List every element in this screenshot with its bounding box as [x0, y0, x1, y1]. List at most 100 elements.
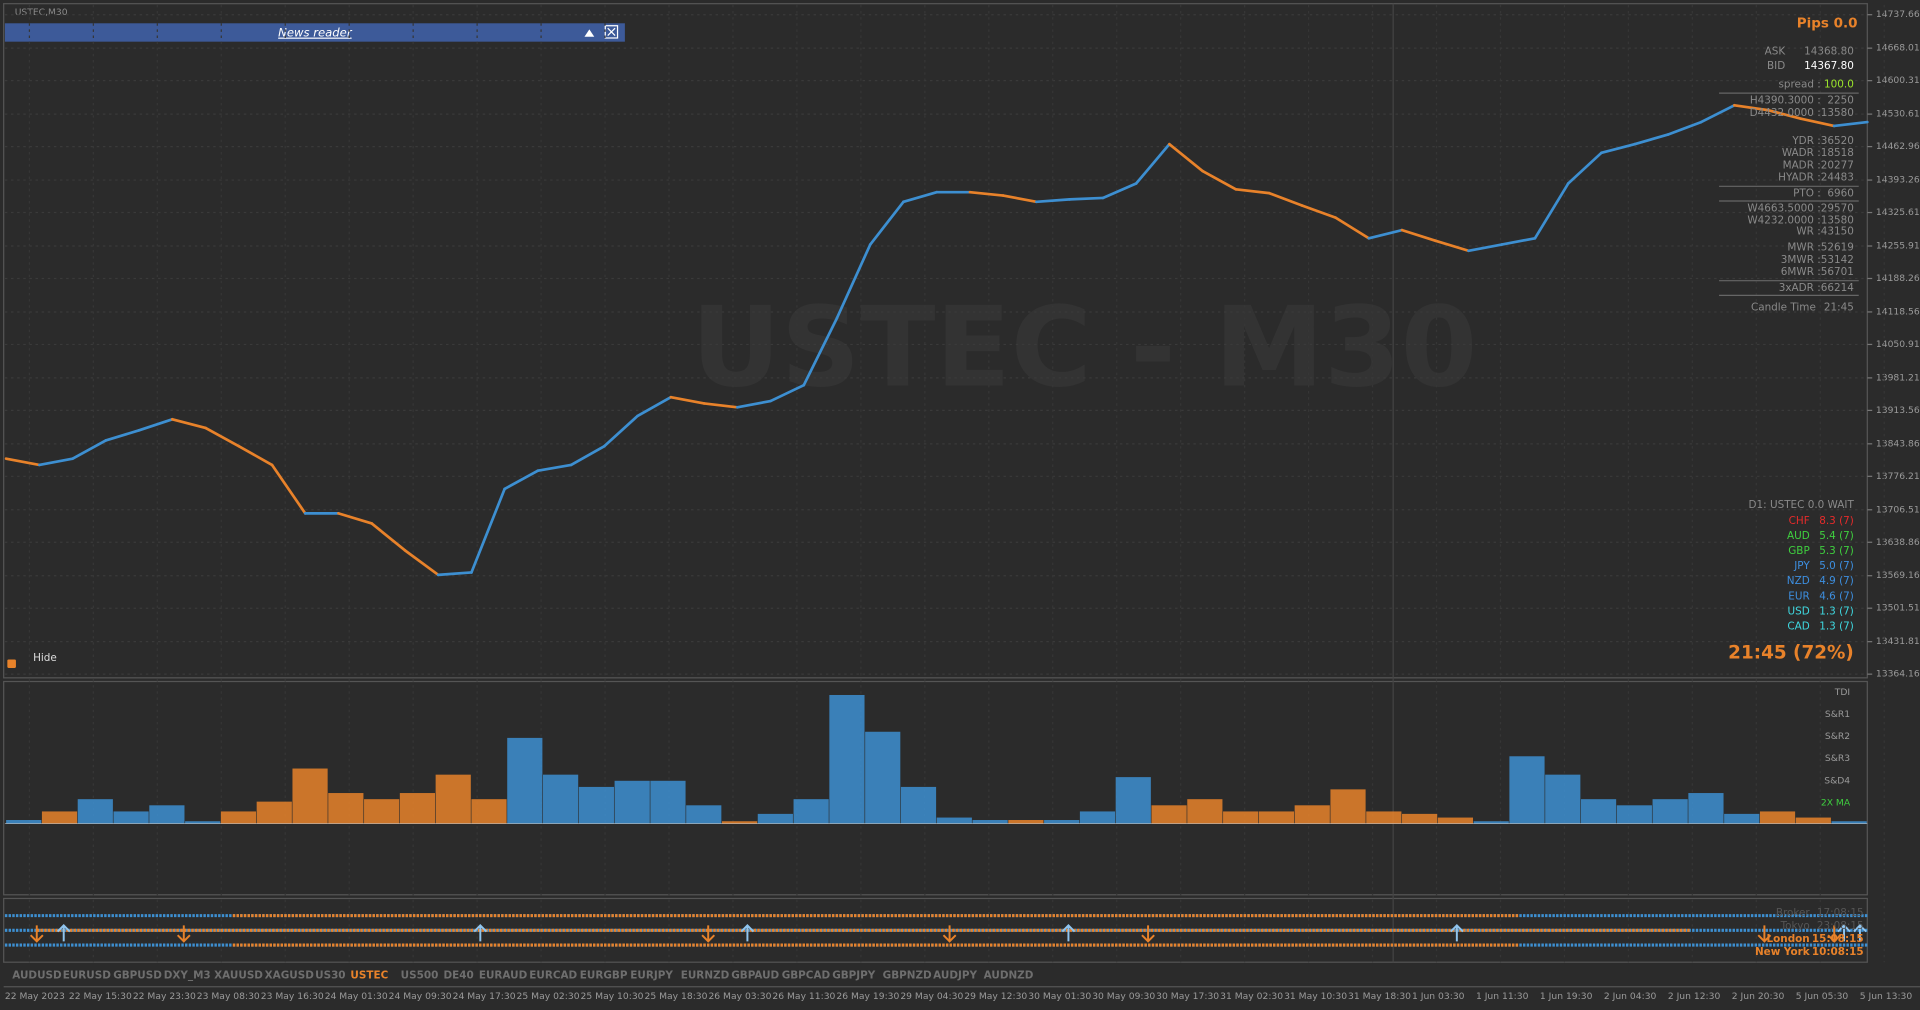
price-segment [1733, 103, 1769, 112]
symbol-tab[interactable]: AUDUSD [12, 970, 62, 982]
currency-name: NZD [1787, 575, 1810, 587]
price-segment [569, 444, 606, 467]
price-segment [104, 428, 141, 442]
currency-name: CHF [1789, 515, 1810, 527]
time-label: 2 Jun 12:30 [1668, 991, 1721, 1002]
symbol-tab[interactable]: AUDNZD [984, 970, 1034, 982]
price-label: 13981.21 [1876, 372, 1920, 383]
symbol-tab[interactable]: EURAUD [479, 970, 528, 982]
price-segment [436, 571, 473, 577]
currency-name: EUR [1788, 590, 1809, 602]
info-value: 52619 [1821, 242, 1854, 254]
osc-bar [220, 811, 257, 824]
time-label: 22 May 15:30 [69, 991, 132, 1002]
time-label: 26 May 03:30 [708, 991, 771, 1002]
hide-toggle[interactable] [7, 659, 16, 669]
info-label: W4232.0000 : [1747, 215, 1820, 227]
osc-bar [1545, 774, 1581, 824]
osc-bar [972, 820, 1008, 824]
info-value: 13580 [1821, 215, 1854, 227]
info-value: 29570 [1821, 202, 1854, 214]
symbol-tab[interactable]: GBPAUD [731, 970, 779, 982]
info-label: PTO : [1793, 188, 1821, 200]
spread-label: spread : [1778, 79, 1820, 91]
price-segment [270, 463, 307, 515]
time-label: 26 May 11:30 [772, 991, 835, 1002]
osc-bar [471, 799, 507, 824]
osc-label: S&D4 [1824, 775, 1850, 786]
currency-value: 5.0 (7) [1819, 560, 1854, 572]
info-label: D4432.0000 : [1750, 107, 1821, 119]
price-label: 13569.16 [1876, 570, 1920, 581]
osc-bar [757, 813, 793, 824]
time-label: 2 Jun 04:30 [1604, 991, 1657, 1002]
symbol-tab[interactable]: US500 [401, 970, 439, 982]
osc-bar [1044, 820, 1080, 824]
symbol-tab[interactable]: EURJPY [630, 970, 673, 982]
price-label: 13501.51 [1876, 603, 1920, 614]
price-segment [1699, 103, 1736, 124]
osc-bar [721, 821, 758, 824]
price-segment [337, 512, 374, 525]
osc-bar [1366, 811, 1402, 824]
price-segment [470, 487, 507, 574]
osc-bar [865, 731, 901, 824]
time-label: 24 May 09:30 [389, 991, 452, 1002]
osc-bar [6, 820, 42, 824]
price-segment [1467, 243, 1504, 253]
info-value: 20277 [1821, 159, 1854, 171]
symbol-tab[interactable]: EURCAD [529, 970, 577, 982]
price-segment [1300, 204, 1337, 219]
time-label: 1 Jun 11:30 [1476, 991, 1529, 1002]
price-label: 13776.21 [1876, 471, 1920, 482]
info-value: 53142 [1821, 254, 1854, 266]
arrow-down [29, 925, 44, 943]
news-reader-bar[interactable] [4, 23, 625, 42]
price-segment [1633, 133, 1670, 146]
symbol-tab[interactable]: DE40 [444, 970, 474, 982]
osc-bar [900, 786, 937, 824]
osc-bar [543, 774, 579, 824]
price-label: 14462.96 [1876, 141, 1920, 152]
symbol-tab[interactable]: XAUUSD [214, 970, 263, 982]
price-segment [1001, 194, 1038, 204]
currency-value: 4.6 (7) [1819, 590, 1854, 602]
symbol-tab[interactable]: DXY_M3 [164, 970, 211, 982]
symbol-tab[interactable]: XAGUSD [265, 970, 315, 982]
symbol-tab[interactable]: GBPJPY [832, 970, 876, 982]
currency-value: 1.3 (7) [1819, 620, 1854, 632]
osc-bar [1759, 811, 1796, 824]
symbol-tab[interactable]: GBPUSD [113, 970, 162, 982]
price-segment [4, 457, 41, 467]
symbol-tab[interactable]: EURNZD [681, 970, 730, 982]
price-label: 13843.86 [1876, 438, 1920, 449]
osc-bar [185, 821, 221, 824]
info-label: HYADR : [1778, 172, 1821, 184]
time-label: 23 May 08:30 [197, 991, 260, 1002]
symbol-tab[interactable]: GBPCAD [782, 970, 831, 982]
osc-bar [829, 694, 865, 824]
price-segment [503, 469, 540, 491]
price-segment [1201, 169, 1238, 191]
symbol-tab[interactable]: AUDJPY [933, 970, 977, 982]
symbol-tab[interactable]: USTEC [350, 970, 388, 982]
symbol-tab[interactable]: US30 [315, 970, 345, 982]
session-time: 23:08:15 [1817, 920, 1864, 932]
osc-bar [1258, 811, 1295, 824]
collapse-icon[interactable] [584, 29, 595, 37]
price-segment [237, 444, 274, 467]
news-reader-title[interactable]: News reader [278, 26, 353, 40]
info-label: H4390.3000 : [1750, 95, 1821, 107]
price-segment [669, 395, 706, 405]
price-label: 13913.56 [1876, 405, 1920, 416]
time-label: 30 May 09:30 [1092, 991, 1155, 1002]
symbol-tab[interactable]: GBPNZD [883, 970, 932, 982]
symbol-tab[interactable]: EURGBP [580, 970, 628, 982]
symbol-tab[interactable]: EURUSD [63, 970, 112, 982]
currency-name: USD [1787, 605, 1809, 617]
osc-bar [1115, 777, 1151, 824]
bid-value: 14367.80 [1804, 60, 1854, 72]
hide-label[interactable]: Hide [33, 652, 57, 664]
